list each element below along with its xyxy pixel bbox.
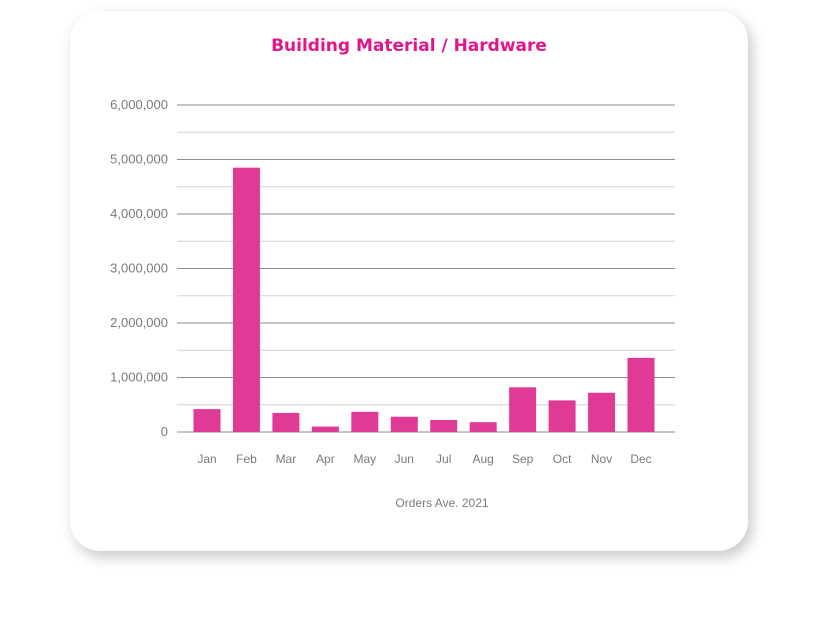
x-tick-label: Jan [197, 452, 216, 466]
x-axis-tick-labels: Jan Feb Mar Apr May Jun Jul Aug Sep Oct Nov Dec [197, 452, 651, 466]
bar-apr [311, 426, 339, 432]
y-tick-label: 2,000,000 [110, 315, 168, 330]
y-tick-label: 1,000,000 [110, 370, 168, 385]
bar-chart: 0 1,000,000 2,000,000 3,000,000 4,000,000 5,0… [110, 97, 675, 510]
bar-jul [430, 420, 458, 432]
y-tick-label: 4,000,000 [110, 206, 168, 221]
bar-may [351, 411, 379, 432]
bar-sep [509, 387, 537, 432]
bar-dec [627, 357, 655, 432]
y-tick-label: 0 [161, 424, 168, 439]
bar-aug [469, 422, 497, 432]
y-tick-label: 5,000,000 [110, 152, 168, 167]
x-tick-label: Feb [236, 452, 257, 466]
x-tick-label: Apr [316, 452, 335, 466]
x-tick-label: Dec [630, 452, 651, 466]
x-tick-label: Sep [512, 452, 534, 466]
y-axis-tick-labels: 0 1,000,000 2,000,000 3,000,000 4,000,000 5,0… [110, 97, 168, 439]
x-tick-label: Jun [395, 452, 414, 466]
y-tick-label: 6,000,000 [110, 97, 168, 112]
chart-title: Building Material / Hardware [271, 36, 547, 56]
x-tick-label: Nov [591, 452, 612, 466]
bar-jan [193, 409, 221, 432]
bars [193, 167, 655, 433]
x-tick-label: Jul [436, 452, 451, 466]
x-tick-label: Oct [553, 452, 572, 466]
x-tick-label: Mar [276, 452, 297, 466]
bar-jun [390, 416, 418, 432]
bar-nov [588, 392, 616, 432]
chart-card: Building Material / Hardware 0 1,000,000 2… [70, 11, 748, 551]
bar-mar [272, 412, 300, 432]
x-tick-label: May [353, 452, 376, 466]
x-tick-label: Aug [473, 452, 494, 466]
bar-feb [232, 167, 260, 433]
x-axis-label: Orders Ave. 2021 [395, 496, 488, 510]
y-tick-label: 3,000,000 [110, 261, 168, 276]
gridlines [177, 104, 675, 433]
bar-oct [548, 400, 576, 432]
